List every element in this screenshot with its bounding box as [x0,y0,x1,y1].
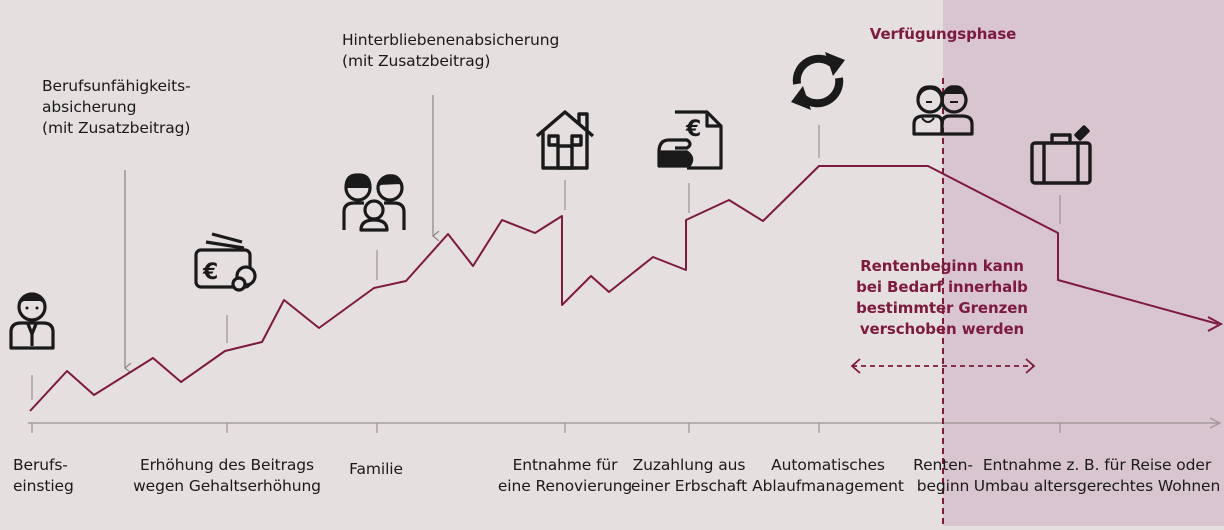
milestone-label-familie: Familie [349,460,403,478]
svg-text:€: € [202,260,218,285]
person-icon [9,292,55,350]
milestone-label-renovierung: Entnahme für eine Renovierung [497,456,633,495]
refresh-arrows-icon [791,52,845,110]
retirement-phase-background [943,0,1224,526]
wallet-euro-icon: € [194,232,257,292]
milestone-label-ablaufmanagement: Automatisches Ablaufmanagement [752,456,904,495]
svg-text:€: € [685,117,701,142]
family-icon [342,173,406,232]
elderly-couple-icon [912,85,974,136]
time-axis [28,417,1222,433]
milestone-label-entnahme-reise: Entnahme z. B. für Reise oder Umbau alte… [973,456,1221,495]
milestone-label-erbschaft: Zuzahlung aus einer Erbschaft [630,456,748,495]
retirement-shift-arrow [850,358,1036,374]
flex-note: Rentenbeginn kann bei Bedarf innerhalb b… [856,257,1028,338]
house-icon [535,110,595,170]
milestone-label-berufseinstieg: Berufs- einstieg [13,456,74,495]
document-euro-icon: € [657,110,723,170]
milestone-label-beitragserhoehung: Erhöhung des Beitrags wegen Gehaltserhöh… [133,456,321,495]
suitcase-icon [1030,125,1092,185]
bu-annotation-text: Berufsunfähigkeits- absicherung (mit Zus… [42,77,191,137]
capital-curve-line [29,165,1219,412]
phase-label: Verfügungsphase [869,25,1017,43]
hinterbliebene-annotation-text: Hinterbliebenenabsicherung (mit Zusatzbe… [342,31,560,70]
milestone-connectors [31,125,1061,400]
milestone-label-rentenbeginn: Renten- beginn [913,456,973,495]
